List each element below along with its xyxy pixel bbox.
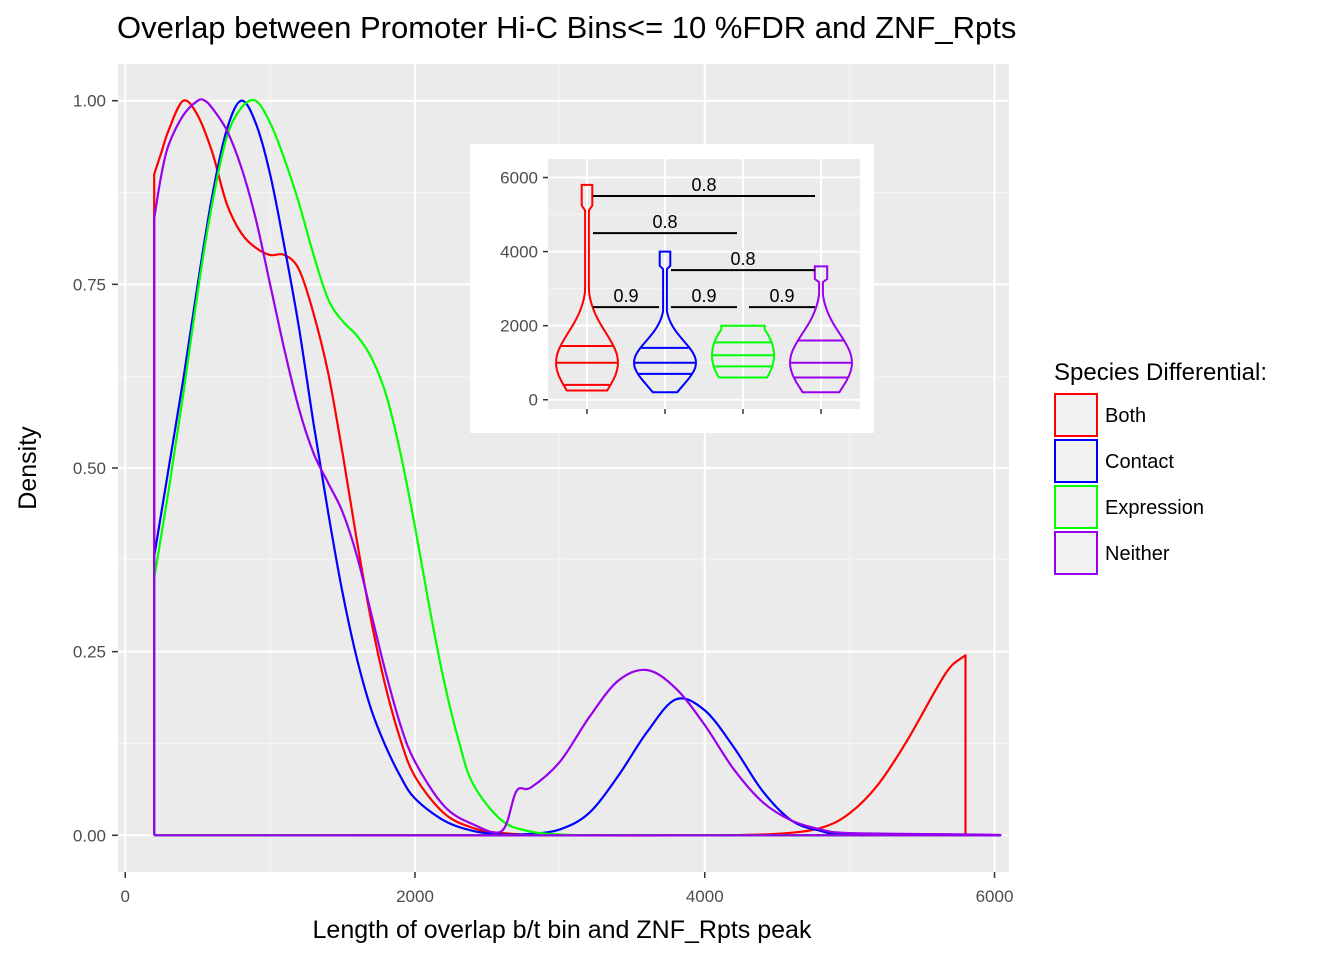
comparison-label: 0.9 [769,286,794,306]
violin-neither [788,265,854,394]
violin-both [555,183,619,392]
legend-label-both: Both [1105,405,1146,427]
inset-violin-plot: 0 2000 4000 6000 0.8 0.8 0.8 0.9 0.9 0.9 [470,144,874,433]
violin-expression [711,324,775,379]
legend-label-neither: Neither [1105,543,1170,565]
density-curve-neither [153,98,1002,837]
legend: Species Differential: Both Contact Expressi… [1054,359,1267,575]
inset-y-tick-label: 4000 [500,243,538,262]
x-tick-label: 2000 [396,887,434,906]
comparison-label: 0.8 [730,249,755,269]
comparison-label: 0.9 [613,286,638,306]
legend-key-both [1054,393,1098,437]
inset-y-tick-label: 6000 [500,169,538,188]
y-tick-label: 1.00 [73,92,106,111]
x-tick-label: 6000 [976,887,1014,906]
inset-y-tick-label: 0 [529,391,538,410]
density-curve-both [153,99,967,837]
density-curve-contact [153,99,1002,837]
chart-title: Overlap between Promoter Hi-C Bins<= 10 … [117,10,1016,45]
legend-key-neither [1054,531,1098,575]
violin-contact [633,250,697,394]
legend-key-expression [1054,485,1098,529]
x-axis-title: Length of overlap b/t bin and ZNF_Rpts p… [313,916,812,944]
y-tick-label: 0.25 [73,643,106,662]
legend-label-contact: Contact [1105,451,1174,473]
x-tick-label: 0 [121,887,130,906]
comparison-label: 0.8 [652,212,677,232]
x-tick-label: 4000 [686,887,724,906]
legend-label-expression: Expression [1105,497,1204,519]
inset-y-tick-label: 2000 [500,317,538,336]
x-axis: 0 2000 4000 6000 [121,872,1014,906]
y-axis-title: Density [14,426,42,510]
y-tick-label: 0.75 [73,275,106,294]
inset-panel [548,159,860,409]
density-curves [153,98,1002,837]
comparison-label: 0.9 [691,286,716,306]
comparison-label: 0.8 [691,175,716,195]
legend-key-contact [1054,439,1098,483]
y-tick-label: 0.50 [73,459,106,478]
y-tick-label: 0.00 [73,826,106,845]
y-axis: 0.00 0.25 0.50 0.75 1.00 [73,92,118,845]
legend-title: Species Differential: [1054,359,1267,386]
